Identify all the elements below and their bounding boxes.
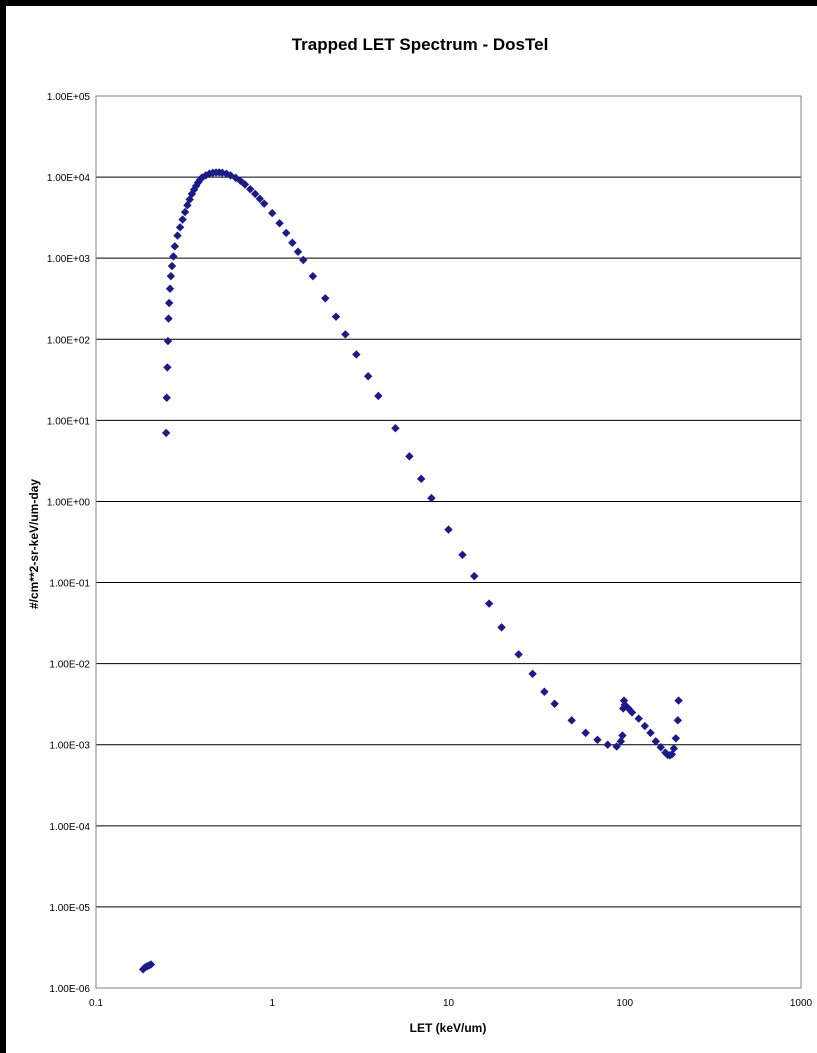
data-point-marker xyxy=(416,474,426,484)
data-point-marker xyxy=(673,716,683,725)
x-tick-label: 0.1 xyxy=(89,998,103,1009)
data-point-marker xyxy=(363,372,373,381)
data-point-marker xyxy=(352,350,361,359)
y-tick-label: 1.00E-02 xyxy=(49,660,90,671)
data-point-marker xyxy=(183,201,192,210)
data-point-marker xyxy=(646,728,655,738)
data-point-marker xyxy=(391,424,400,433)
data-point-marker xyxy=(603,740,612,749)
data-point-marker xyxy=(470,571,479,581)
y-tick-label: 1.00E+01 xyxy=(47,416,91,427)
data-point-marker xyxy=(259,199,269,208)
data-point-marker xyxy=(163,363,172,372)
data-point-marker xyxy=(299,255,308,265)
data-point-marker xyxy=(246,184,255,194)
data-point-marker xyxy=(656,743,665,752)
data-point-marker xyxy=(671,734,681,743)
data-point-marker xyxy=(341,330,350,339)
data-point-marker xyxy=(640,721,650,731)
data-point-marker xyxy=(540,687,549,696)
y-axis-title: #/cm**2-sr-keV/um-day xyxy=(27,479,41,609)
data-point-marker xyxy=(669,744,679,753)
data-point-marker xyxy=(275,219,284,228)
x-tick-label: 1 xyxy=(269,998,275,1009)
y-tick-label: 1.00E+03 xyxy=(47,254,91,265)
data-point-marker xyxy=(282,228,291,238)
data-point-marker xyxy=(173,231,182,240)
data-point-marker xyxy=(268,208,277,218)
data-point-marker xyxy=(331,312,341,321)
y-tick-label: 1.00E+00 xyxy=(47,497,91,508)
data-point-marker xyxy=(164,314,173,323)
data-point-marker xyxy=(484,599,494,608)
data-point-marker xyxy=(651,737,660,746)
y-tick-label: 1.00E-01 xyxy=(49,579,90,590)
data-point-marker xyxy=(550,699,559,708)
data-point-marker xyxy=(593,735,602,745)
data-point-marker xyxy=(193,178,203,187)
data-point-marker xyxy=(528,669,537,678)
data-point-marker xyxy=(674,696,683,705)
data-point-marker xyxy=(162,393,171,402)
y-tick-label: 1.00E-04 xyxy=(49,822,90,833)
data-point-marker xyxy=(427,493,436,503)
data-point-marker xyxy=(169,252,178,261)
chart-area-background xyxy=(6,6,817,1053)
y-tick-label: 1.00E+04 xyxy=(47,173,91,184)
data-point-marker xyxy=(161,428,171,438)
data-point-marker xyxy=(634,714,643,723)
x-tick-label: 100 xyxy=(616,998,633,1009)
data-point-marker xyxy=(321,294,330,303)
data-point-marker xyxy=(612,742,621,751)
data-point-marker xyxy=(616,737,626,746)
y-tick-label: 1.00E-06 xyxy=(49,984,90,995)
data-point-marker xyxy=(201,171,211,180)
data-point-marker xyxy=(293,247,303,256)
data-point-marker xyxy=(581,728,590,738)
data-point-marker xyxy=(146,960,156,969)
data-point-marker xyxy=(164,298,174,308)
data-point-marker xyxy=(167,261,177,271)
x-axis-tick-labels: 0.1 1 10 100 1000 xyxy=(89,998,813,1009)
x-tick-label: 1000 xyxy=(790,998,813,1009)
data-point-marker xyxy=(308,271,318,281)
x-axis-title: LET (keV/um) xyxy=(410,1021,487,1035)
data-point-marker xyxy=(180,207,190,217)
data-point-marker xyxy=(255,194,265,203)
data-point-marker xyxy=(175,223,185,232)
y-tick-label: 1.00E-05 xyxy=(49,903,90,914)
data-point-marker xyxy=(170,242,180,251)
data-point-marker xyxy=(618,731,627,740)
plot-area-border xyxy=(95,95,802,989)
data-point-marker xyxy=(166,271,176,281)
data-point-marker xyxy=(567,716,576,725)
data-point-marker xyxy=(514,650,523,659)
data-point-marker xyxy=(197,173,207,182)
y-tick-label: 1.00E+02 xyxy=(47,335,91,346)
data-point-marker xyxy=(374,391,383,401)
y-tick-label: 1.00E+05 xyxy=(47,92,91,103)
y-tick-label: 1.00E-03 xyxy=(49,741,90,752)
data-point-marker xyxy=(288,238,297,247)
data-points xyxy=(138,168,683,974)
data-point-marker xyxy=(627,708,637,717)
y-axis-tick-labels: 1.00E+05 1.00E+04 1.00E+03 1.00E+02 1.00E+01… xyxy=(47,92,91,995)
data-point-marker xyxy=(250,189,260,199)
data-point-marker xyxy=(165,284,175,293)
data-point-marker xyxy=(405,452,414,461)
x-tick-label: 10 xyxy=(443,998,455,1009)
data-point-marker xyxy=(497,623,506,632)
data-point-marker xyxy=(240,180,250,189)
data-point-marker xyxy=(444,525,453,534)
data-point-marker xyxy=(661,748,670,757)
data-point-marker xyxy=(178,215,187,224)
chart-title: Trapped LET Spectrum - DosTel xyxy=(292,35,549,54)
data-point-marker xyxy=(163,336,173,346)
data-point-marker xyxy=(458,550,467,559)
